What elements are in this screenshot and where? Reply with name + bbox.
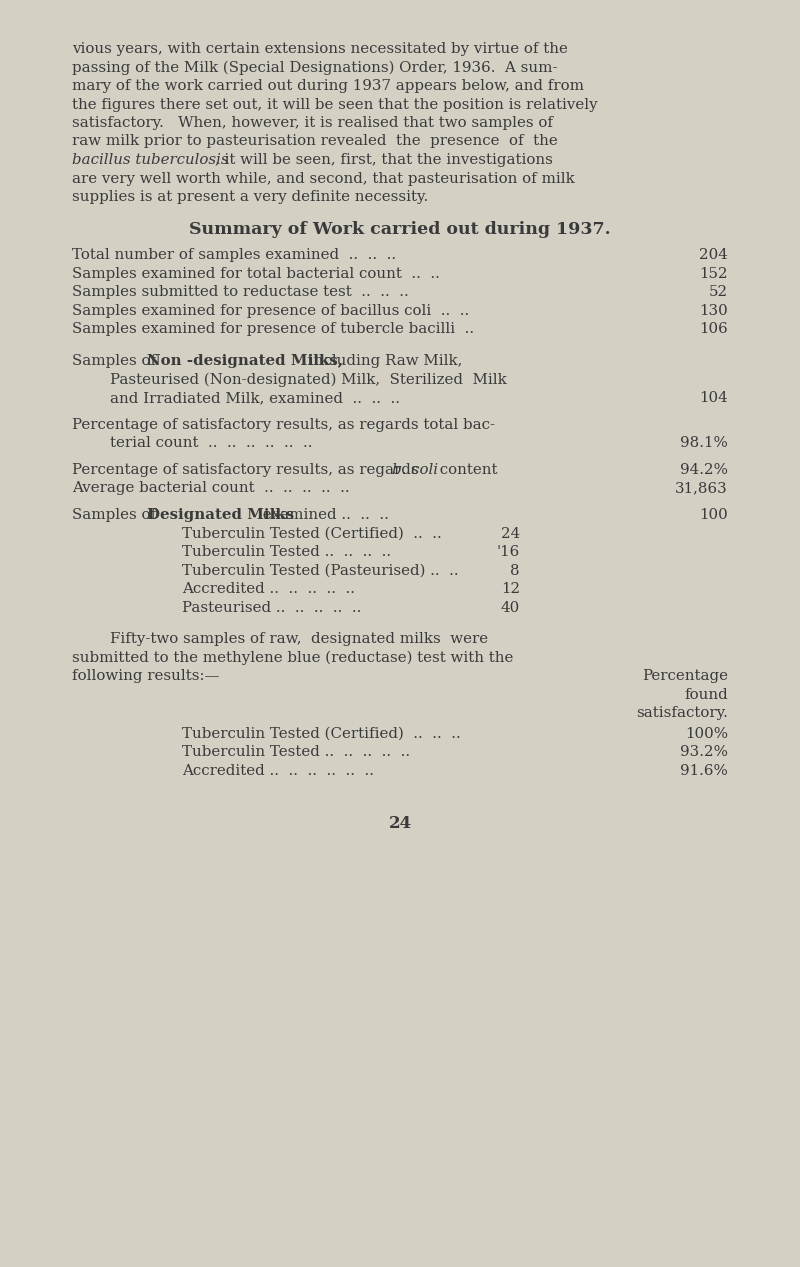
- Text: Summary of Work carried out during 1937.: Summary of Work carried out during 1937.: [189, 222, 611, 238]
- Text: Samples examined for presence of bacillus coli  ..  ..: Samples examined for presence of bacillu…: [72, 304, 470, 318]
- Text: 204: 204: [699, 248, 728, 262]
- Text: Percentage of satisfactory results, as regards: Percentage of satisfactory results, as r…: [72, 462, 423, 476]
- Text: vious years, with certain extensions necessitated by virtue of the: vious years, with certain extensions nec…: [72, 42, 568, 56]
- Text: Average bacterial count  ..  ..  ..  ..  ..: Average bacterial count .. .. .. .. ..: [72, 481, 350, 495]
- Text: examined ..  ..  ..: examined .. .. ..: [258, 508, 389, 522]
- Text: Percentage of satisfactory results, as regards total bac-: Percentage of satisfactory results, as r…: [72, 418, 495, 432]
- Text: b. coli: b. coli: [392, 462, 438, 476]
- Text: and Irradiated Milk, examined  ..  ..  ..: and Irradiated Milk, examined .. .. ..: [72, 390, 400, 405]
- Text: Non -designated Milks,: Non -designated Milks,: [147, 353, 343, 367]
- Text: Total number of samples examined  ..  ..  ..: Total number of samples examined .. .. .…: [72, 248, 396, 262]
- Text: found: found: [684, 688, 728, 702]
- Text: 52: 52: [709, 285, 728, 299]
- Text: Fifty-two samples of raw,  designated milks  were: Fifty-two samples of raw, designated mil…: [72, 632, 488, 646]
- Text: Samples examined for presence of tubercle bacilli  ..: Samples examined for presence of tubercl…: [72, 322, 474, 336]
- Text: Tuberculin Tested (Certified)  ..  ..: Tuberculin Tested (Certified) .. ..: [182, 527, 442, 541]
- Text: 130: 130: [699, 304, 728, 318]
- Text: Tuberculin Tested (Pasteurised) ..  ..: Tuberculin Tested (Pasteurised) .. ..: [182, 564, 458, 578]
- Text: satisfactory.: satisfactory.: [636, 706, 728, 721]
- Text: submitted to the methylene blue (reductase) test with the: submitted to the methylene blue (reducta…: [72, 651, 514, 665]
- Text: 100%: 100%: [685, 727, 728, 741]
- Text: following results:—: following results:—: [72, 669, 219, 683]
- Text: 8: 8: [510, 564, 520, 578]
- Text: Samples of: Samples of: [72, 353, 161, 367]
- Text: Pasteurised (Non-designated) Milk,  Sterilized  Milk: Pasteurised (Non-designated) Milk, Steri…: [72, 372, 506, 386]
- Text: are very well worth while, and second, that pasteurisation of milk: are very well worth while, and second, t…: [72, 171, 574, 185]
- Text: 24: 24: [389, 815, 411, 831]
- Text: supplies is at present a very definite necessity.: supplies is at present a very definite n…: [72, 190, 428, 204]
- Text: , it will be seen, first, that the investigations: , it will be seen, first, that the inves…: [215, 153, 553, 167]
- Text: bacillus tuberculosis: bacillus tuberculosis: [72, 153, 229, 167]
- Text: Pasteurised ..  ..  ..  ..  ..: Pasteurised .. .. .. .. ..: [182, 601, 362, 614]
- Text: 152: 152: [699, 267, 728, 281]
- Text: Samples examined for total bacterial count  ..  ..: Samples examined for total bacterial cou…: [72, 267, 440, 281]
- Text: '16: '16: [497, 545, 520, 559]
- Text: 31,863: 31,863: [675, 481, 728, 495]
- Text: satisfactory.   When, however, it is realised that two samples of: satisfactory. When, however, it is reali…: [72, 117, 553, 131]
- Text: passing of the Milk (Special Designations) Order, 1936.  A sum-: passing of the Milk (Special Designation…: [72, 61, 558, 75]
- Text: raw milk prior to pasteurisation revealed  the  presence  of  the: raw milk prior to pasteurisation reveale…: [72, 134, 558, 148]
- Text: 106: 106: [699, 322, 728, 336]
- Text: Accredited ..  ..  ..  ..  ..  ..: Accredited .. .. .. .. .. ..: [182, 764, 374, 778]
- Text: Tuberculin Tested (Certified)  ..  ..  ..: Tuberculin Tested (Certified) .. .. ..: [182, 727, 461, 741]
- Text: Tuberculin Tested ..  ..  ..  ..  ..: Tuberculin Tested .. .. .. .. ..: [182, 745, 410, 759]
- Text: 12: 12: [501, 583, 520, 597]
- Text: Percentage: Percentage: [642, 669, 728, 683]
- Text: 91.6%: 91.6%: [680, 764, 728, 778]
- Text: 93.2%: 93.2%: [680, 745, 728, 759]
- Text: Tuberculin Tested ..  ..  ..  ..: Tuberculin Tested .. .. .. ..: [182, 545, 391, 559]
- Text: mary of the work carried out during 1937 appears below, and from: mary of the work carried out during 1937…: [72, 79, 584, 92]
- Text: Samples of: Samples of: [72, 508, 161, 522]
- Text: content: content: [434, 462, 497, 476]
- Text: Samples submitted to reductase test  ..  ..  ..: Samples submitted to reductase test .. .…: [72, 285, 409, 299]
- Text: terial count  ..  ..  ..  ..  ..  ..: terial count .. .. .. .. .. ..: [72, 436, 313, 450]
- Text: 94.2%: 94.2%: [680, 462, 728, 476]
- Text: Accredited ..  ..  ..  ..  ..: Accredited .. .. .. .. ..: [182, 583, 355, 597]
- Text: 100: 100: [699, 508, 728, 522]
- Text: 24: 24: [501, 527, 520, 541]
- Text: 104: 104: [699, 390, 728, 405]
- Text: the figures there set out, it will be seen that the position is relatively: the figures there set out, it will be se…: [72, 98, 598, 111]
- Text: Designated Milks: Designated Milks: [147, 508, 294, 522]
- Text: 98.1%: 98.1%: [680, 436, 728, 450]
- Text: 40: 40: [501, 601, 520, 614]
- Text: including Raw Milk,: including Raw Milk,: [304, 353, 462, 367]
